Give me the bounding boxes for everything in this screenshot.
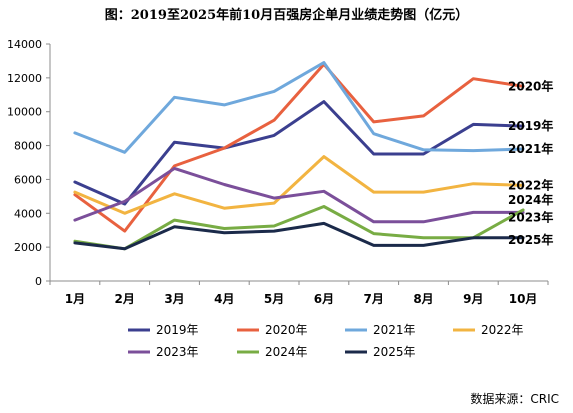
legend-label: 2021年 xyxy=(373,323,416,337)
series-line xyxy=(73,62,525,233)
y-tick-label: 12000 xyxy=(7,72,42,85)
y-tick-label: 8000 xyxy=(14,140,42,153)
x-tick-label: 6月 xyxy=(314,292,334,306)
series-end-label: 2024年 xyxy=(508,192,553,207)
x-tick-label: 5月 xyxy=(264,292,284,306)
legend-label: 2024年 xyxy=(265,345,308,359)
legend-label: 2025年 xyxy=(373,345,416,359)
series-line xyxy=(73,155,525,215)
x-tick-label: 7月 xyxy=(364,292,384,306)
series-end-label: 2020年 xyxy=(508,78,553,93)
series-end-label: 2025年 xyxy=(508,232,553,247)
series-end-label: 2019年 xyxy=(508,118,553,133)
x-tick-label: 8月 xyxy=(413,292,433,306)
y-tick-label: 4000 xyxy=(14,207,42,220)
chart-axes: 0 2000 4000 6000 8000 10000 12000 14000 1月 2月 3月 4月… xyxy=(7,38,549,306)
source-note: 数据来源：CRIC xyxy=(470,392,559,406)
series-line xyxy=(73,205,525,251)
y-tick-label: 10000 xyxy=(7,106,42,119)
end-labels: 2019年 2020年 2021年 2022年 2023年 2024年 2025年 xyxy=(508,78,553,247)
series-line xyxy=(73,221,525,251)
chart-title: 图：2019至2025年前10月百强房企单月业绩走势图（亿元） xyxy=(104,8,469,23)
legend-label: 2022年 xyxy=(481,323,524,337)
series-end-label: 2022年 xyxy=(508,177,553,192)
series-end-label: 2021年 xyxy=(508,141,553,156)
legend-label: 2020年 xyxy=(265,323,308,337)
x-tick-label: 9月 xyxy=(463,292,483,306)
x-tick-label: 3月 xyxy=(164,292,184,306)
x-tick-label: 4月 xyxy=(214,292,234,306)
y-tick-label: 2000 xyxy=(14,241,42,254)
legend: 2019年 2020年 2021年 2022年 2023年 2024年 2025年 xyxy=(128,323,524,359)
y-tick-label: 6000 xyxy=(14,173,42,186)
legend-label: 2023年 xyxy=(156,345,199,359)
series-line xyxy=(73,166,525,224)
x-tick-label: 1月 xyxy=(65,292,85,306)
x-tick-label: 10月 xyxy=(509,292,538,306)
series-layer xyxy=(73,61,525,251)
y-tick-label: 14000 xyxy=(7,38,42,51)
legend-label: 2019年 xyxy=(156,323,199,337)
series-line xyxy=(73,100,525,206)
series-end-label: 2023年 xyxy=(508,209,553,224)
series-line xyxy=(73,61,525,154)
x-tick-label: 2月 xyxy=(115,292,135,306)
y-tick-label: 0 xyxy=(35,275,42,288)
